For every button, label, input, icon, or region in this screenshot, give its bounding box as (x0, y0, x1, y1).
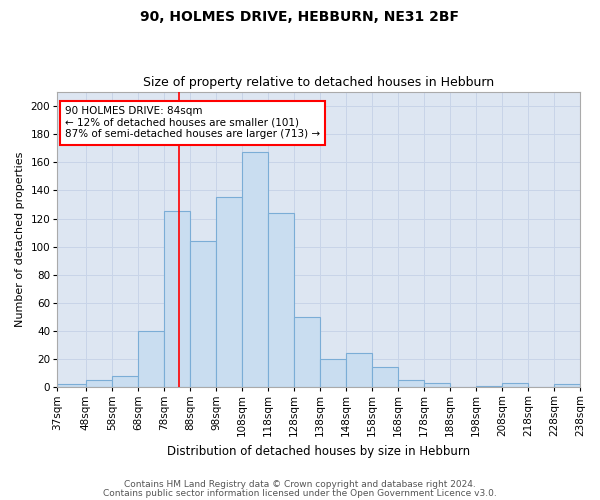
Bar (268, 213, 294, 387)
Text: 90 HOLMES DRIVE: 84sqm
← 12% of detached houses are smaller (101)
87% of semi-de: 90 HOLMES DRIVE: 84sqm ← 12% of detached… (65, 106, 320, 140)
Bar (57, 384, 86, 387)
Text: Contains HM Land Registry data © Crown copyright and database right 2024.: Contains HM Land Registry data © Crown c… (124, 480, 476, 489)
X-axis label: Distribution of detached houses by size in Hebburn: Distribution of detached houses by size … (167, 444, 470, 458)
Bar (112, 376, 138, 387)
Bar (294, 317, 320, 387)
Bar (190, 241, 216, 387)
Text: Contains public sector information licensed under the Open Government Licence v3: Contains public sector information licen… (103, 488, 497, 498)
Bar (346, 354, 372, 387)
Bar (476, 386, 502, 387)
Bar (424, 383, 450, 387)
Bar (164, 212, 190, 387)
Bar (242, 152, 268, 387)
Bar (216, 198, 242, 387)
Bar (398, 380, 424, 387)
Bar (320, 359, 346, 387)
Bar (138, 331, 164, 387)
Bar (554, 384, 580, 387)
Bar (502, 383, 528, 387)
Text: 90, HOLMES DRIVE, HEBBURN, NE31 2BF: 90, HOLMES DRIVE, HEBBURN, NE31 2BF (140, 10, 460, 24)
Bar (86, 380, 112, 387)
Title: Size of property relative to detached houses in Hebburn: Size of property relative to detached ho… (143, 76, 494, 90)
Y-axis label: Number of detached properties: Number of detached properties (15, 152, 25, 328)
Bar (372, 368, 398, 387)
